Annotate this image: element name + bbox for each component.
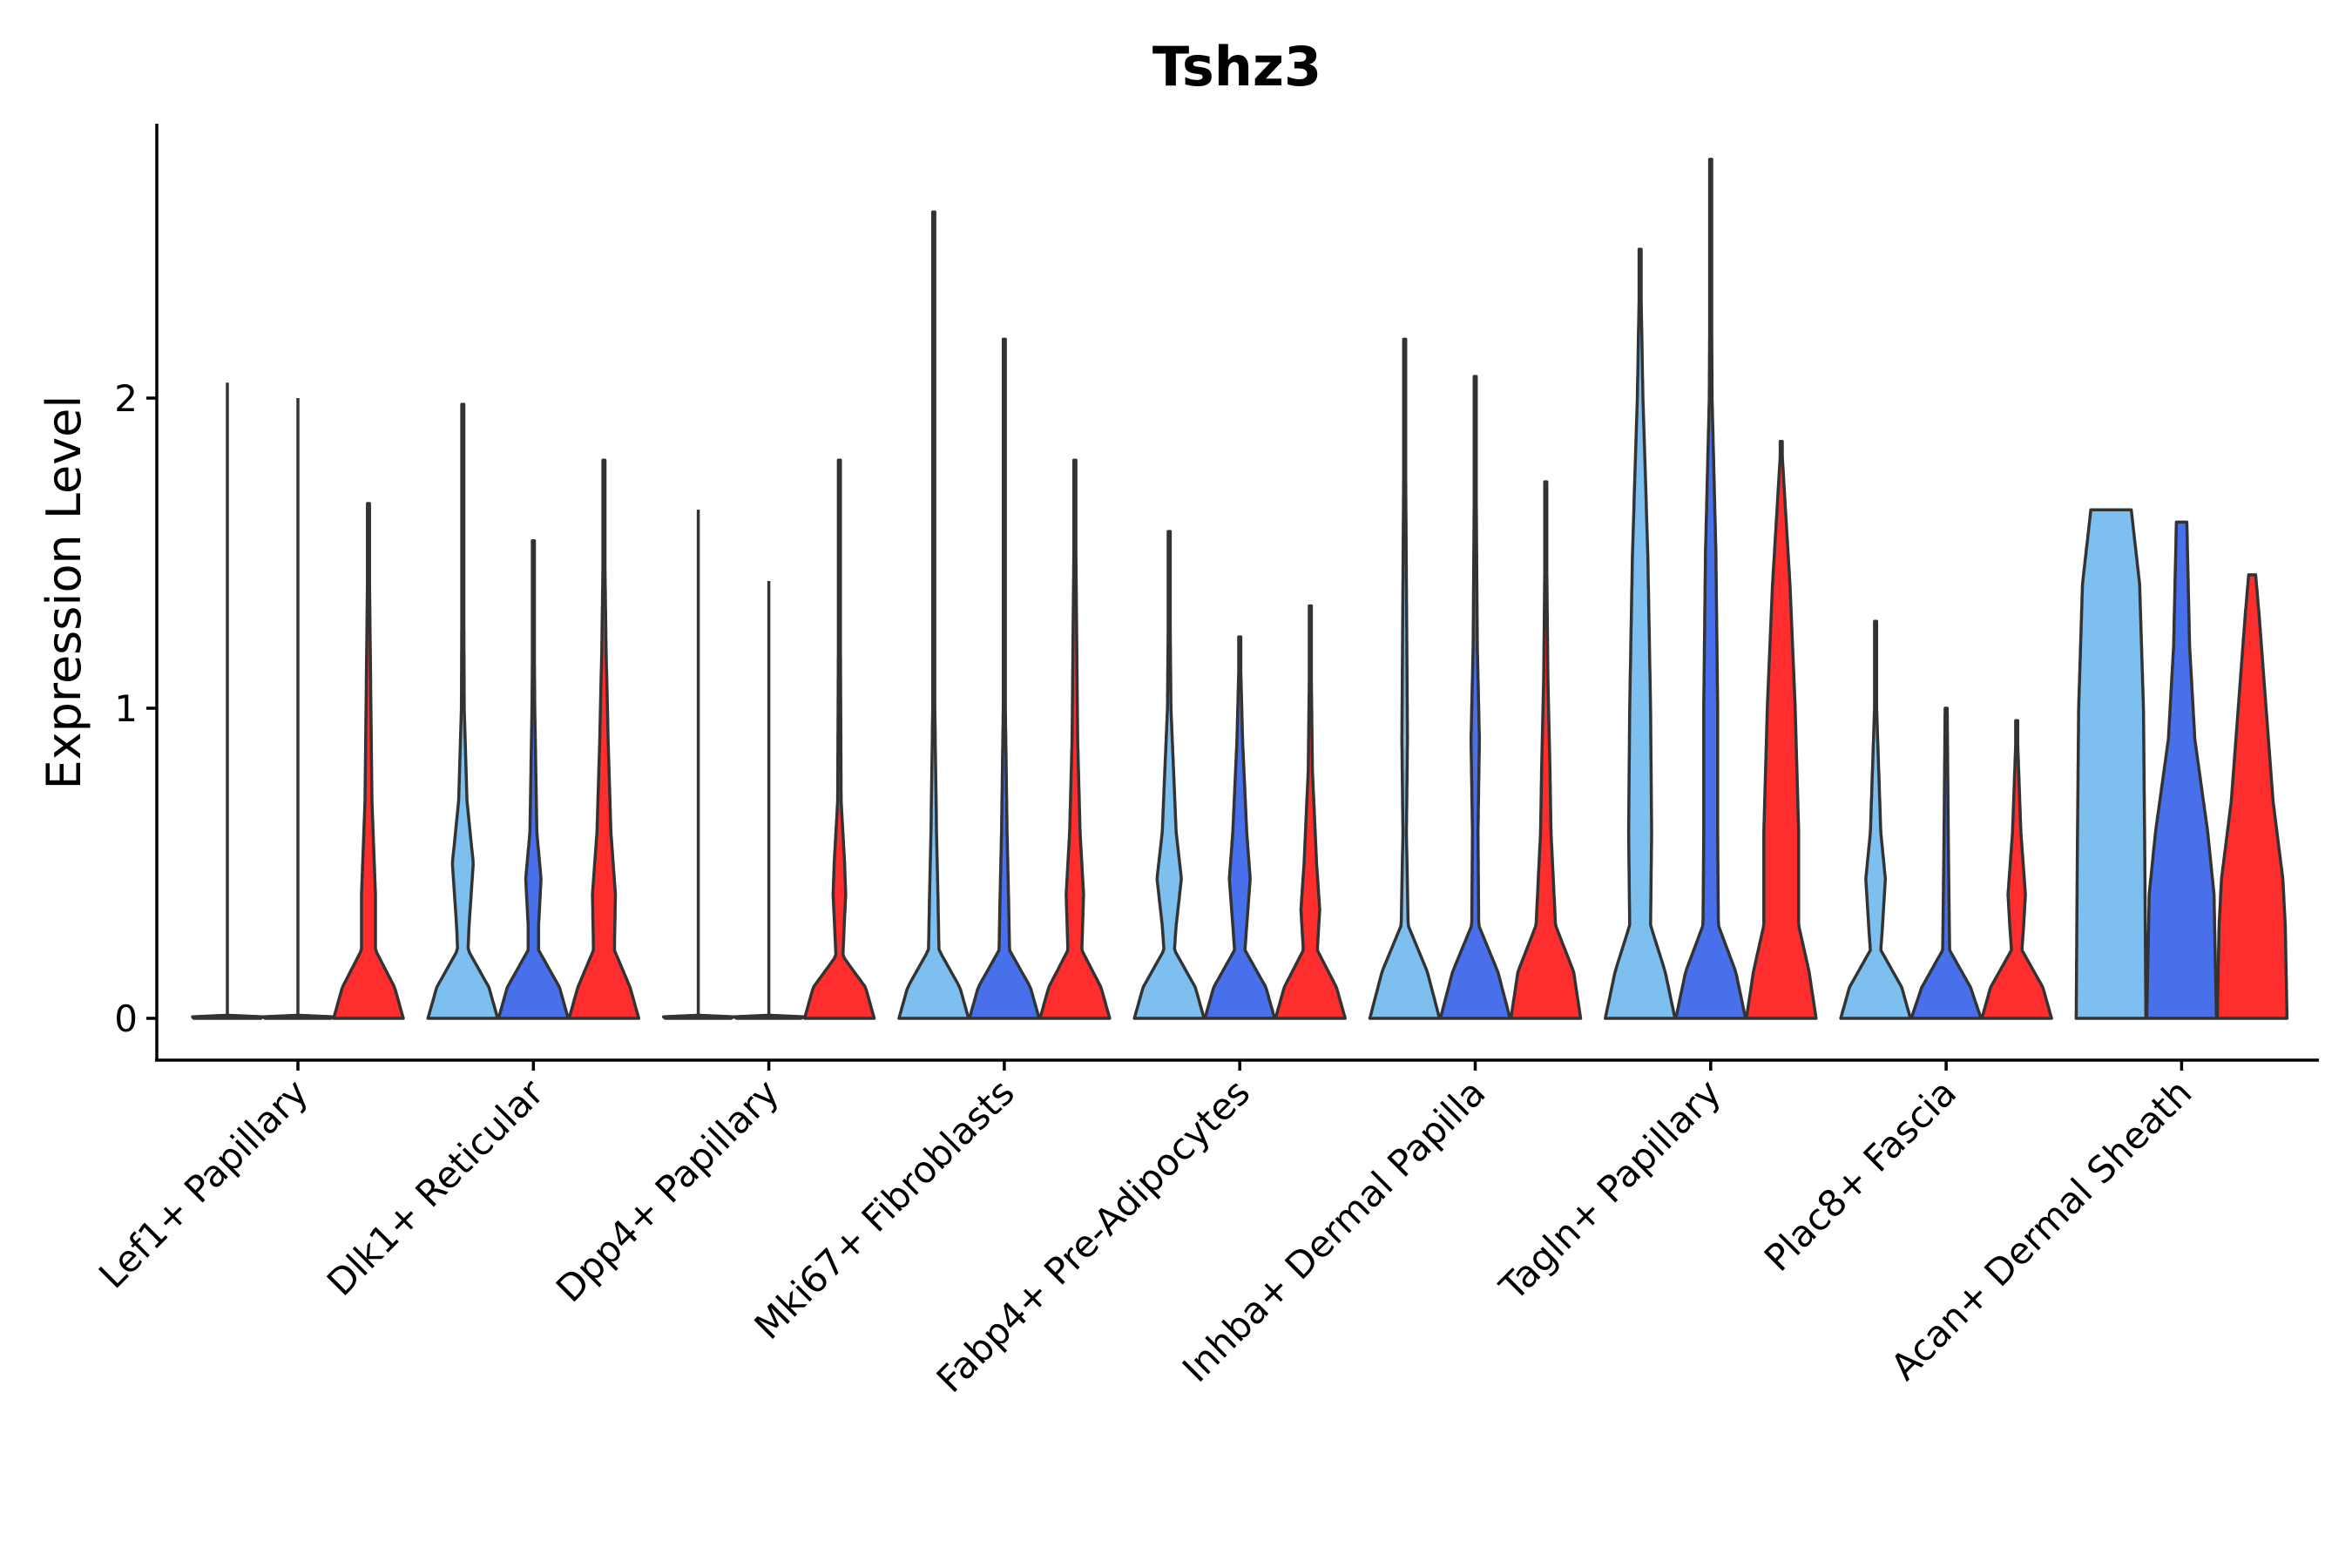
chart-title: Tshz3 [1152, 35, 1321, 98]
violin-4-group-3 [1038, 458, 1112, 1020]
x-tick-label: Tagln+ Papillary [1490, 1071, 1728, 1308]
violin-6-group-2 [1438, 375, 1512, 1020]
y-ticks-group: 0 1 2 [114, 377, 157, 1040]
violin-2-group-3 [567, 458, 641, 1020]
violin-9-group-2 [2145, 520, 2219, 1020]
violin-4-group-2 [968, 337, 1041, 1020]
violin-8-group-2 [1909, 706, 1983, 1020]
violin-5-group-1 [1132, 530, 1206, 1020]
violins-group [191, 158, 2289, 1020]
violin-2-group-2 [497, 539, 571, 1020]
x-tick-label: Dpp4+ Papillary [548, 1071, 787, 1310]
violin-3-group-3 [802, 458, 876, 1020]
y-tick-label: 2 [114, 377, 138, 420]
x-tick-label: Mki67+ Fibroblasts [746, 1071, 1022, 1347]
violin-7-group-2 [1674, 158, 1747, 1020]
axes-group [155, 124, 2319, 1062]
violin-4-group-1 [897, 210, 970, 1020]
violin-9-group-1 [2074, 508, 2148, 1020]
violin-2-group-1 [426, 402, 500, 1020]
violin-6-group-1 [1368, 337, 1442, 1020]
violin-6-group-3 [1509, 480, 1583, 1020]
y-tick-label: 1 [114, 687, 138, 730]
violin-7-group-3 [1745, 440, 1818, 1020]
violin-9-group-3 [2215, 573, 2289, 1020]
y-tick-label: 0 [114, 997, 138, 1040]
violin-7-group-1 [1604, 247, 1677, 1020]
violin-8-group-3 [1980, 719, 2053, 1020]
x-tick-label: Plac8+ Fascia [1756, 1071, 1964, 1279]
x-tick-label: Lef1+ Papillary [91, 1071, 316, 1296]
violin-5-group-2 [1203, 635, 1276, 1020]
violin-1-group-3 [332, 502, 405, 1020]
y-axis-label: Expression Level [37, 395, 91, 790]
violin-5-group-3 [1274, 604, 1347, 1020]
x-tick-label: Dlk1+ Reticular [319, 1071, 552, 1304]
violin-8-group-1 [1839, 619, 1912, 1020]
